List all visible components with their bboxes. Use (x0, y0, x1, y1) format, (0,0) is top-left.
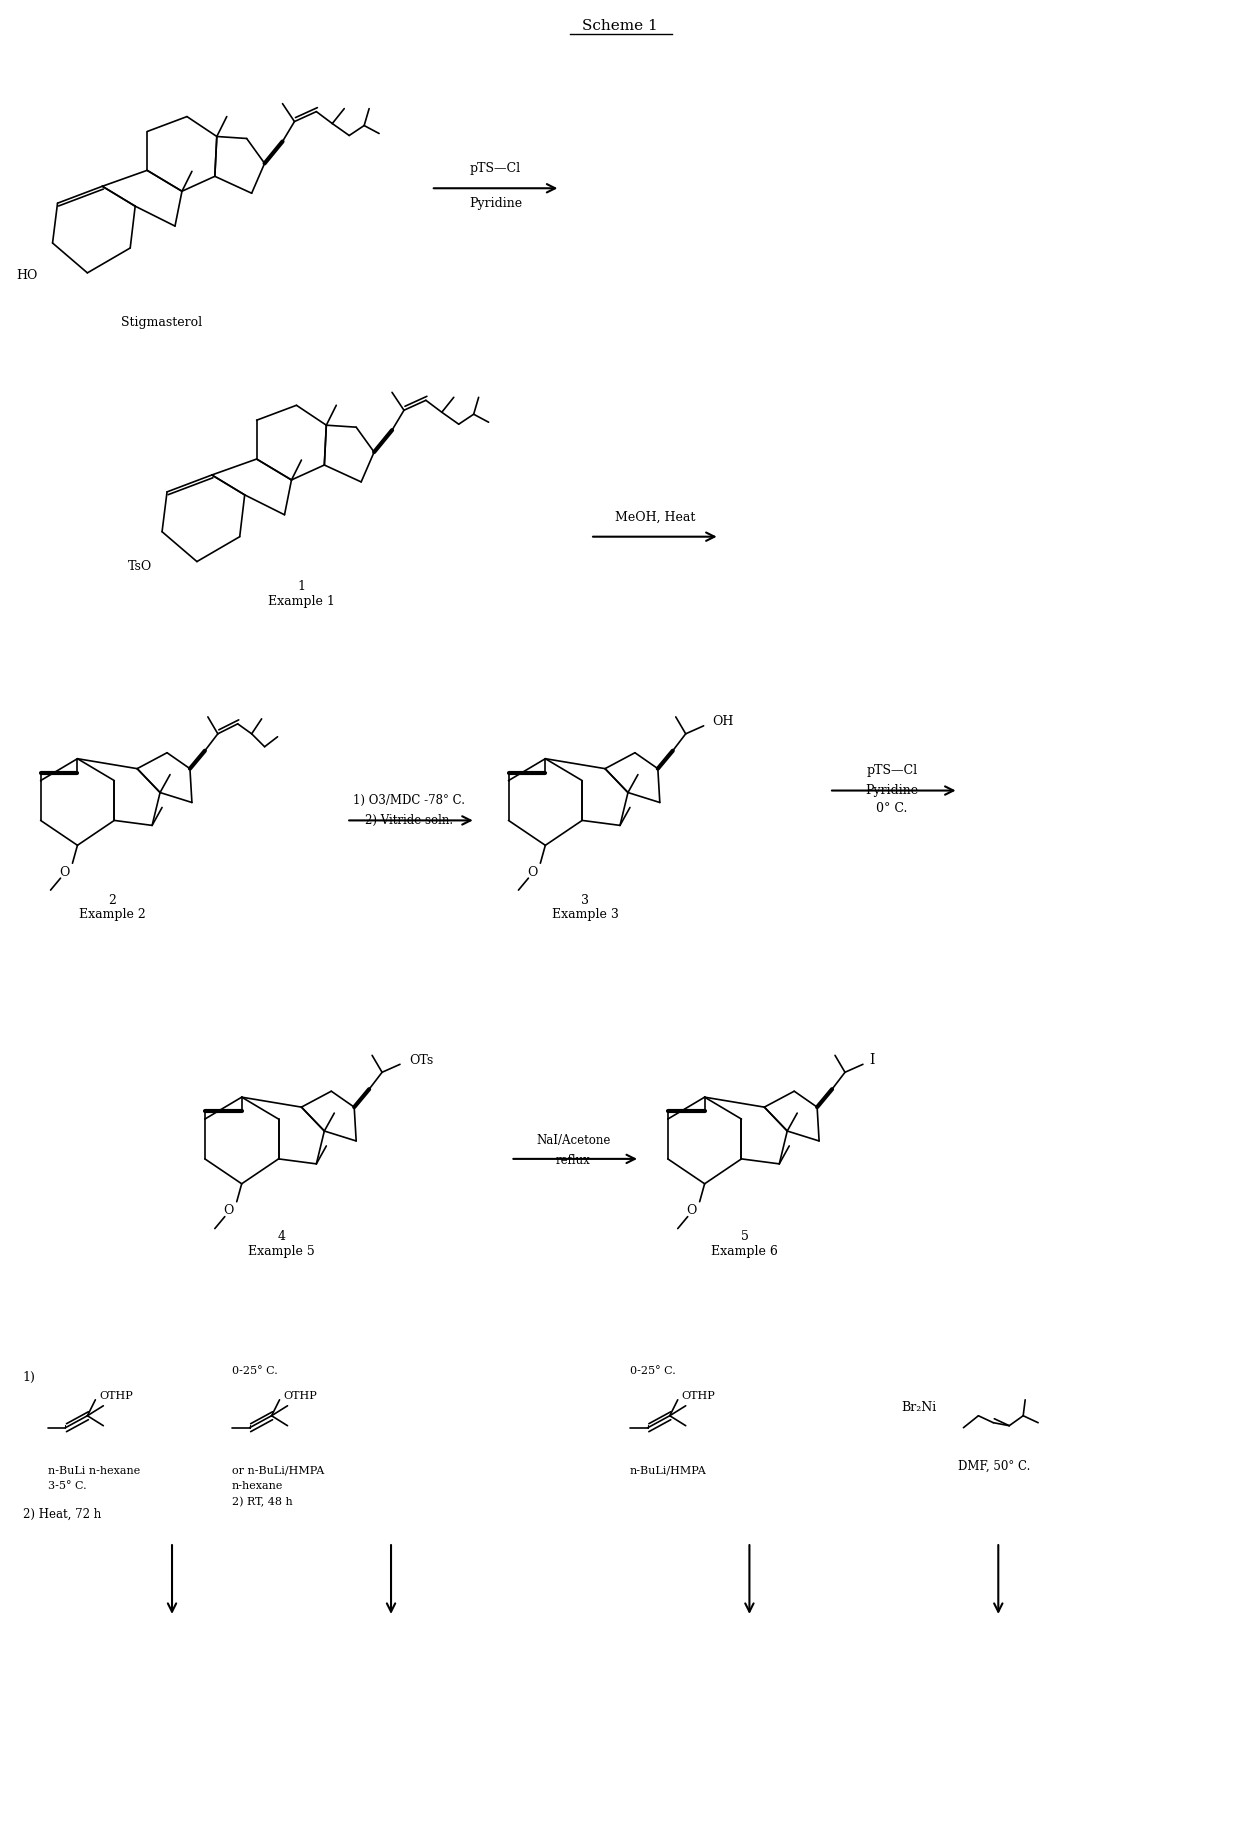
Text: Br₂Ni: Br₂Ni (901, 1402, 936, 1414)
Text: O: O (60, 865, 69, 878)
Text: Example 3: Example 3 (552, 909, 619, 922)
Text: n-BuLi/HMPA: n-BuLi/HMPA (630, 1465, 707, 1475)
Text: Example 5: Example 5 (248, 1245, 315, 1257)
Text: OTs: OTs (409, 1053, 433, 1068)
Text: pTS—Cl: pTS—Cl (470, 162, 521, 175)
Text: 1: 1 (298, 580, 305, 593)
Text: 0° C.: 0° C. (877, 801, 908, 816)
Text: OH: OH (713, 715, 734, 728)
Text: 1): 1) (22, 1371, 36, 1385)
Text: Example 6: Example 6 (711, 1245, 777, 1257)
Text: 2) RT, 48 h: 2) RT, 48 h (232, 1496, 293, 1507)
Text: 3: 3 (582, 894, 589, 907)
Text: Example 2: Example 2 (79, 909, 145, 922)
Text: O: O (527, 865, 538, 878)
Text: OTHP: OTHP (284, 1391, 317, 1402)
Text: 0-25° C.: 0-25° C. (630, 1365, 676, 1376)
Text: Pyridine: Pyridine (469, 197, 522, 210)
Text: I: I (869, 1053, 874, 1068)
Text: HO: HO (16, 270, 37, 283)
Text: 2) Heat, 72 h: 2) Heat, 72 h (22, 1507, 100, 1520)
Text: or n-BuLi/HMPA: or n-BuLi/HMPA (232, 1465, 324, 1475)
Text: OTHP: OTHP (682, 1391, 715, 1402)
Text: NaI/Acetone: NaI/Acetone (536, 1135, 610, 1148)
Text: n-hexane: n-hexane (232, 1482, 283, 1491)
Text: O: O (223, 1204, 234, 1217)
Text: OTHP: OTHP (99, 1391, 133, 1402)
Text: TsO: TsO (128, 560, 153, 573)
Text: 1) O3/MDC -78° C.: 1) O3/MDC -78° C. (353, 794, 465, 807)
Text: 3-5° C.: 3-5° C. (47, 1482, 87, 1491)
Text: n-BuLi n-hexane: n-BuLi n-hexane (47, 1465, 140, 1475)
Text: DMF, 50° C.: DMF, 50° C. (959, 1460, 1030, 1473)
Text: reflux: reflux (556, 1155, 590, 1168)
Text: 2: 2 (108, 894, 117, 907)
Text: Scheme 1: Scheme 1 (582, 18, 658, 33)
Text: 0-25° C.: 0-25° C. (232, 1365, 278, 1376)
Text: Pyridine: Pyridine (866, 785, 919, 798)
Text: Stigmasterol: Stigmasterol (122, 316, 202, 328)
Text: 5: 5 (740, 1230, 749, 1243)
Text: MeOH, Heat: MeOH, Heat (615, 511, 696, 524)
Text: pTS—Cl: pTS—Cl (867, 765, 918, 777)
Text: 2) Vitride soln.: 2) Vitride soln. (365, 814, 453, 827)
Text: Example 1: Example 1 (268, 595, 335, 608)
Text: 4: 4 (278, 1230, 285, 1243)
Text: O: O (687, 1204, 697, 1217)
